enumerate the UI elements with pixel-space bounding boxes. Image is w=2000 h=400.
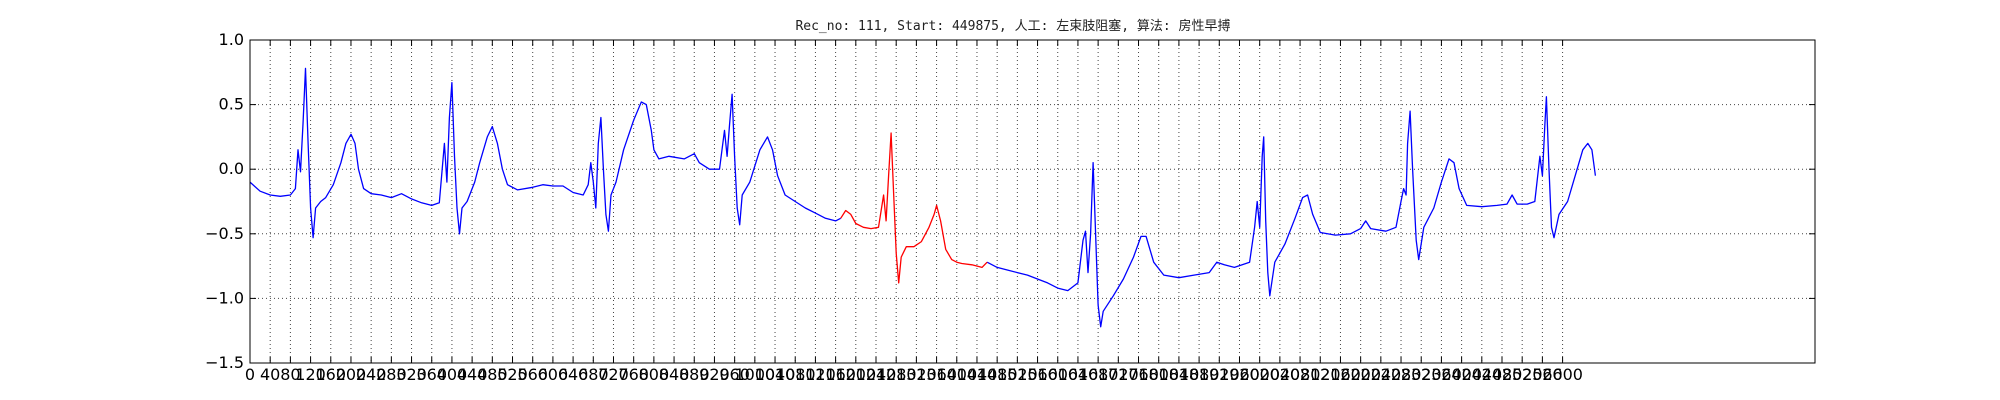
plot-area: [249, 67, 1597, 328]
y-tick-label: −1.0: [205, 288, 244, 307]
x-tick-label: 2200: [1340, 365, 1381, 384]
x-tick-label: 2440: [1461, 365, 1502, 384]
x-tick-label: 320: [396, 365, 427, 384]
x-tick-label: 600: [538, 365, 569, 384]
x-tick-label: 1760: [1118, 365, 1159, 384]
y-tick-label: 0.0: [219, 159, 244, 178]
x-tick-label: 2240: [1360, 365, 1401, 384]
x-tick-label: 560: [517, 365, 548, 384]
x-tick-label: 1720: [1098, 365, 1139, 384]
x-tick-label: 720: [598, 365, 629, 384]
y-axis-ticks: −1.5 −1.0 −0.5 0.0 0.5 1.0: [205, 30, 1815, 372]
x-tick-label: 1680: [1078, 365, 1119, 384]
x-tick-label: 1560: [1017, 365, 1058, 384]
x-tick-label: 920: [699, 365, 730, 384]
x-tick-label: 1000: [734, 365, 775, 384]
x-tick-label: 2280: [1381, 365, 1422, 384]
x-tick-label: 960: [719, 365, 750, 384]
x-tick-label: 1200: [835, 365, 876, 384]
plot-frame: [249, 39, 1816, 364]
x-tick-label: 1520: [997, 365, 1038, 384]
x-tick-label: 1960: [1219, 365, 1260, 384]
x-tick-label: 1080: [775, 365, 816, 384]
x-tick-label: 680: [578, 365, 609, 384]
x-tick-label: 1840: [1159, 365, 1200, 384]
x-tick-label: 200: [336, 365, 367, 384]
grid-lines: [249, 39, 1815, 364]
x-tick-label: 2360: [1421, 365, 1462, 384]
x-tick-label: 1040: [755, 365, 796, 384]
x-tick-label: 1400: [936, 365, 977, 384]
x-tick-label: 1360: [916, 365, 957, 384]
x-tick-label: 2160: [1320, 365, 1361, 384]
x-tick-label: 2080: [1280, 365, 1321, 384]
x-tick-label: 400: [437, 365, 468, 384]
x-tick-label: 1480: [977, 365, 1018, 384]
x-tick-label: 840: [659, 365, 690, 384]
y-tick-label: 1.0: [219, 30, 244, 49]
x-tick-label: 880: [679, 365, 710, 384]
x-tick-label: 160: [316, 365, 347, 384]
y-tick-label: −1.5: [205, 353, 244, 372]
x-tick-label: 1160: [815, 365, 856, 384]
x-tick-label: 760: [618, 365, 649, 384]
x-tick-label: 1600: [1037, 365, 1078, 384]
x-tick-label: 1920: [1199, 365, 1240, 384]
x-tick-label: 800: [639, 365, 670, 384]
x-tick-label: 0: [245, 365, 255, 384]
x-tick-label: 1240: [856, 365, 897, 384]
ecg-trace-series-0-segment-1: [986, 96, 1597, 328]
x-tick-label: 520: [497, 365, 528, 384]
x-tick-label: 240: [356, 365, 387, 384]
x-tick-label: 1440: [957, 365, 998, 384]
x-tick-label: 2600: [1542, 365, 1583, 384]
x-tick-label: 2520: [1502, 365, 1543, 384]
x-tick-label: 1800: [1138, 365, 1179, 384]
x-tick-label: 360: [416, 365, 447, 384]
y-tick-label: −0.5: [205, 224, 244, 243]
x-tick-label: 1120: [795, 365, 836, 384]
x-tick-label: 280: [376, 365, 407, 384]
x-tick-label: 2560: [1522, 365, 1563, 384]
x-tick-label: 80: [280, 365, 300, 384]
chart-title: Rec_no: 111, Start: 449875, 人工: 左束肢阻塞, 算…: [795, 18, 1230, 34]
x-tick-label: 2320: [1401, 365, 1442, 384]
x-tick-label: 2480: [1482, 365, 1523, 384]
x-tick-label: 1320: [896, 365, 937, 384]
ecg-trace-series-0-segment-0: [249, 67, 841, 239]
x-tick-label: 2000: [1239, 365, 1280, 384]
x-tick-label: 1880: [1179, 365, 1220, 384]
x-tick-label: 2120: [1300, 365, 1341, 384]
ecg-trace-series-1-segment-0: [840, 132, 988, 284]
x-tick-label: 1640: [1058, 365, 1099, 384]
x-tick-label: 640: [558, 365, 589, 384]
x-tick-label: 2400: [1441, 365, 1482, 384]
y-tick-label: 0.5: [219, 95, 244, 114]
x-tick-label: 1280: [876, 365, 917, 384]
x-tick-label: 2040: [1260, 365, 1301, 384]
x-tick-label: 440: [457, 365, 488, 384]
x-tick-label: 480: [477, 365, 508, 384]
x-tick-label: 120: [295, 365, 326, 384]
x-axis-ticks: 0 40 8012016020024028032036040044048052056…: [245, 40, 1583, 384]
x-tick-label: 40: [260, 365, 280, 384]
